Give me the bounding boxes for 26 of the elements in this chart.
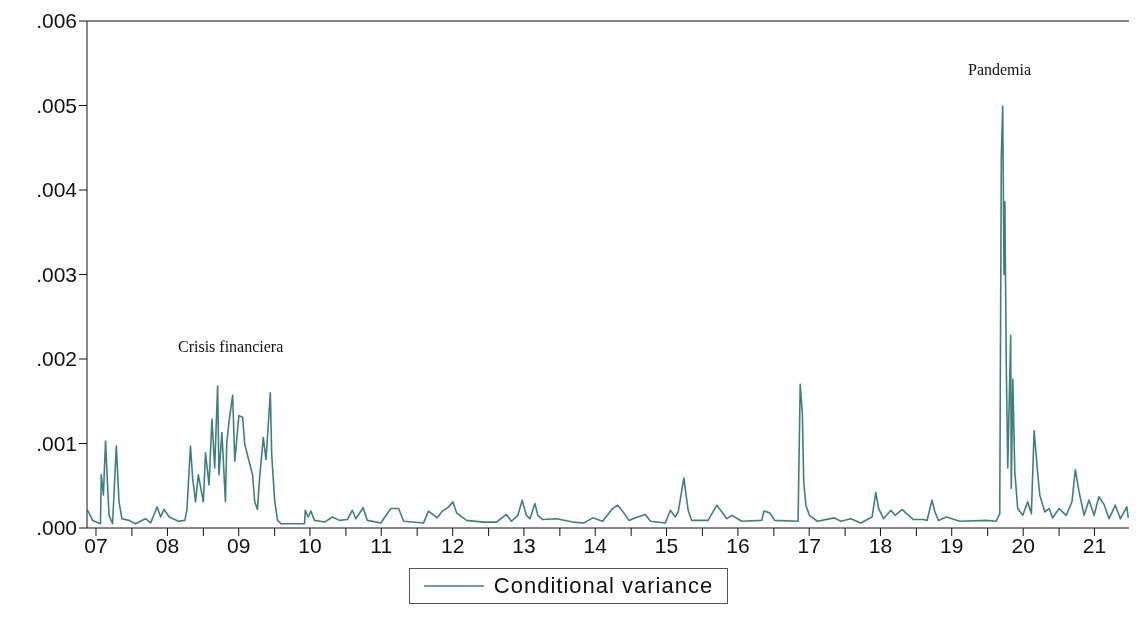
- y-tick-label: .003: [36, 262, 77, 286]
- x-tick-label: 10: [298, 533, 322, 557]
- y-tick-label: .000: [36, 516, 77, 540]
- y-tick-label: .001: [36, 431, 77, 455]
- x-tick-label: 11: [370, 533, 393, 557]
- legend-label: Conditional variance: [493, 573, 714, 599]
- x-tick-label: 08: [155, 533, 180, 557]
- x-tick-label: 17: [797, 533, 821, 557]
- x-tick-label: 12: [441, 533, 465, 557]
- x-tick-label: 21: [1082, 533, 1107, 557]
- y-tick-label: .006: [36, 9, 77, 33]
- line-series: [87, 105, 1129, 525]
- x-tick-label: 16: [726, 533, 750, 557]
- x-tick-label: 07: [84, 533, 108, 557]
- y-tick-label: .002: [36, 347, 77, 371]
- y-tick-label: .005: [36, 93, 77, 117]
- x-tick-label: 09: [227, 533, 251, 557]
- annotation: Crisis financiera: [178, 338, 284, 356]
- y-tick-label: .004: [36, 178, 78, 202]
- x-tick-label: 18: [868, 533, 893, 557]
- x-tick-label: 14: [583, 533, 608, 557]
- x-tick-label: 20: [1011, 533, 1035, 557]
- x-tick-label: 13: [512, 533, 536, 557]
- x-tick-label: 15: [654, 533, 679, 557]
- annotation: Pandemia: [968, 61, 1032, 79]
- x-tick-label: 19: [940, 533, 964, 557]
